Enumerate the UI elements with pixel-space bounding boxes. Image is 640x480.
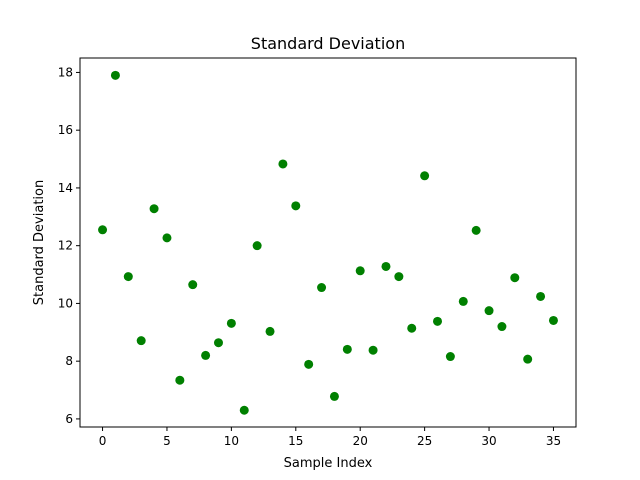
- data-point: [265, 326, 275, 336]
- data-point: [497, 322, 507, 332]
- x-tick-label: 25: [417, 434, 432, 448]
- y-tick-label: 12: [58, 239, 73, 253]
- x-axis: 0 5 10 15 20 25 30 35: [99, 427, 561, 448]
- data-point: [162, 233, 172, 243]
- data-point: [445, 352, 455, 362]
- y-axis: 6 8 10 12 14 16 18: [58, 65, 80, 426]
- data-point: [201, 350, 211, 360]
- y-tick-label: 6: [65, 412, 73, 426]
- data-point: [342, 344, 352, 354]
- data-point: [368, 345, 378, 355]
- data-point: [98, 225, 108, 235]
- data-point: [510, 273, 520, 283]
- data-point: [407, 323, 417, 333]
- data-point: [329, 391, 339, 401]
- data-point: [420, 171, 430, 181]
- data-point: [536, 291, 546, 301]
- data-point: [548, 315, 558, 325]
- plot-frame: [79, 57, 577, 428]
- data-point: [458, 296, 468, 306]
- y-tick-label: 10: [58, 296, 73, 310]
- data-point: [213, 338, 223, 348]
- data-point: [136, 336, 146, 346]
- y-tick-label: 16: [58, 123, 73, 137]
- chart-title: Standard Deviation: [251, 34, 405, 53]
- x-tick-label: 10: [224, 434, 239, 448]
- data-point: [381, 261, 391, 271]
- data-point: [239, 405, 249, 415]
- y-tick-label: 8: [65, 354, 73, 368]
- data-point: [278, 159, 288, 169]
- data-point: [149, 204, 159, 214]
- y-axis-label: Standard Deviation: [32, 180, 47, 305]
- x-tick-label: 15: [288, 434, 303, 448]
- x-tick-label: 0: [99, 434, 107, 448]
- data-point: [175, 375, 185, 385]
- data-point: [317, 283, 327, 293]
- data-point: [484, 306, 494, 316]
- plot-area: [98, 70, 558, 415]
- data-point: [110, 70, 120, 80]
- x-axis-label: Sample Index: [284, 456, 373, 471]
- y-tick-label: 14: [58, 181, 73, 195]
- y-tick-label: 18: [58, 65, 73, 79]
- data-point: [433, 316, 443, 326]
- data-point: [291, 201, 301, 211]
- data-point: [226, 318, 236, 328]
- x-tick-label: 30: [481, 434, 496, 448]
- data-point: [123, 272, 133, 282]
- data-point: [188, 280, 198, 290]
- x-tick-label: 5: [163, 434, 171, 448]
- data-point: [471, 225, 481, 235]
- data-point: [252, 241, 262, 251]
- x-tick-label: 35: [546, 434, 561, 448]
- data-point: [394, 272, 404, 282]
- data-point: [355, 266, 365, 276]
- x-tick-label: 20: [353, 434, 368, 448]
- data-point: [304, 359, 314, 369]
- data-point: [523, 354, 533, 364]
